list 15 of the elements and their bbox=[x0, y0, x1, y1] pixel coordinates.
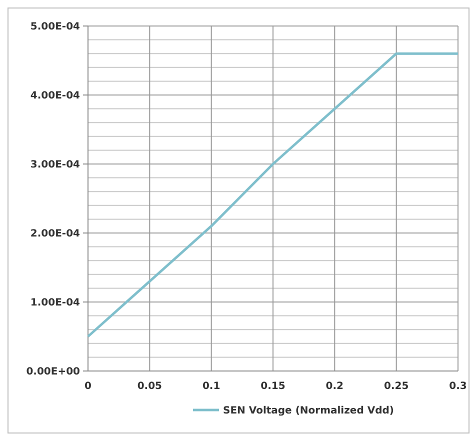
y-tick-label: 2.00E-04 bbox=[30, 228, 80, 240]
legend-label: SEN Voltage (Normalized Vdd) bbox=[223, 406, 394, 416]
y-tick-label: 1.00E-04 bbox=[30, 298, 80, 308]
x-tick-label: 0.2 bbox=[326, 381, 344, 392]
y-tick-label: 3.00E-04 bbox=[30, 160, 80, 170]
x-tick-label: 0 bbox=[84, 381, 92, 392]
line-series bbox=[86, 52, 460, 338]
y-tick-label: 5.00E-04 bbox=[30, 22, 80, 32]
y-tick-label: 4.00E-04 bbox=[30, 90, 80, 102]
x-tick-label: 0.15 bbox=[260, 381, 286, 392]
y-tick-label: 0.00E+00 bbox=[26, 366, 80, 378]
x-tick-label: 0.05 bbox=[137, 381, 162, 392]
x-tick-label: 0.25 bbox=[384, 381, 409, 392]
x-tick-label: 0.3 bbox=[449, 381, 467, 392]
x-tick-label: 0.1 bbox=[202, 381, 220, 392]
